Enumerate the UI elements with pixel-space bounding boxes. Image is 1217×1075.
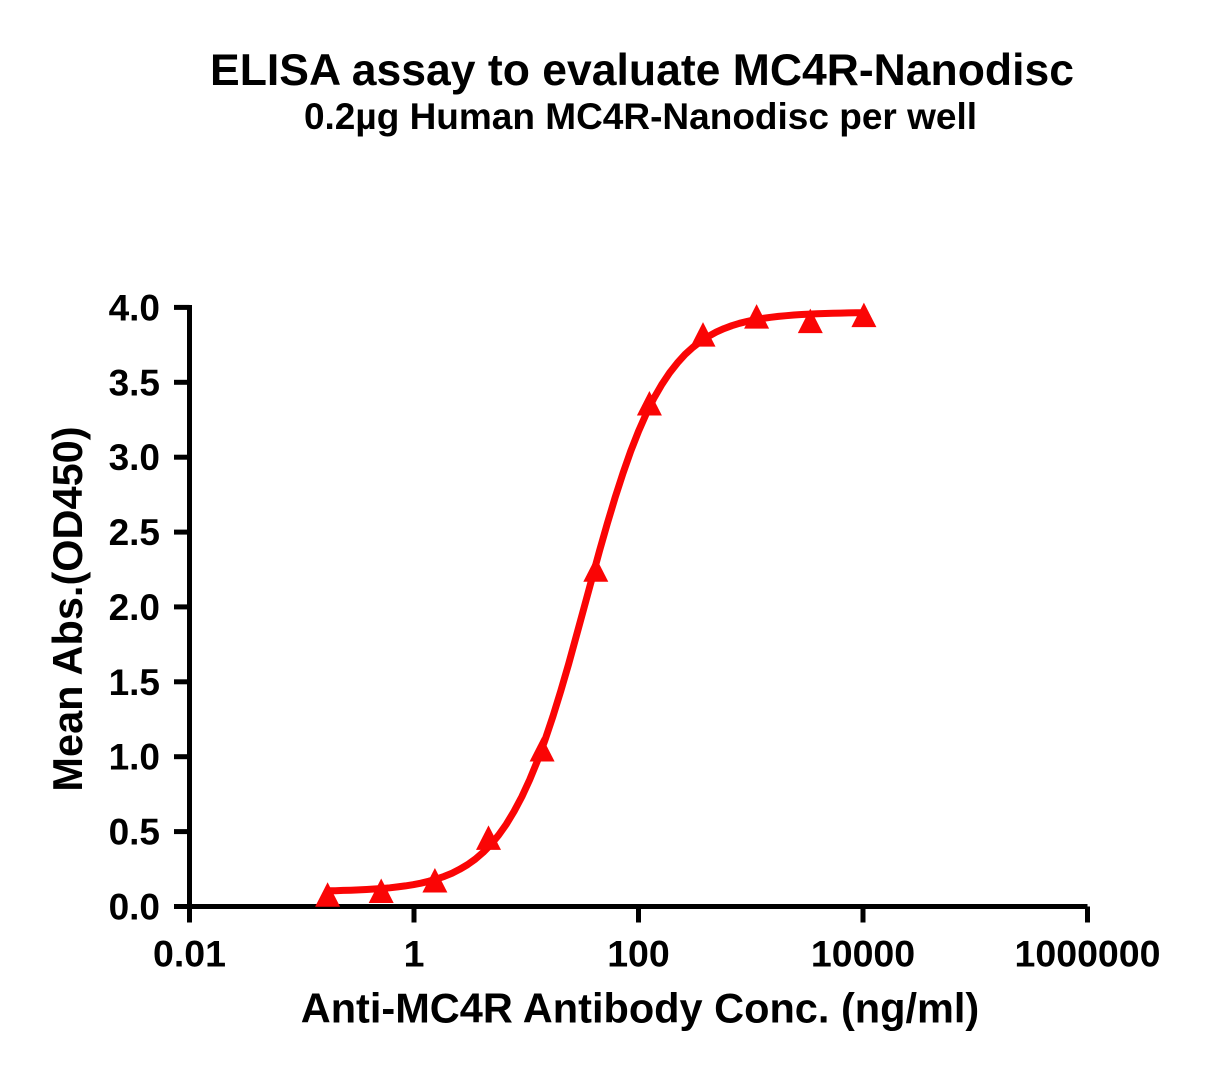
svg-text:2.0: 2.0 bbox=[109, 587, 160, 628]
svg-text:10000: 10000 bbox=[811, 933, 915, 975]
svg-text:1: 1 bbox=[404, 933, 425, 975]
svg-text:0.2µg Human MC4R-Nanodisc per: 0.2µg Human MC4R-Nanodisc per well bbox=[304, 96, 977, 137]
svg-text:2.5: 2.5 bbox=[109, 512, 160, 553]
svg-text:3.5: 3.5 bbox=[109, 362, 160, 403]
svg-text:ELISA assay to evaluate MC4R-N: ELISA assay to evaluate MC4R-Nanodisc bbox=[210, 46, 1074, 95]
svg-text:3.0: 3.0 bbox=[109, 437, 160, 478]
svg-text:0.01: 0.01 bbox=[153, 933, 226, 975]
svg-text:0.5: 0.5 bbox=[109, 812, 160, 853]
svg-text:1.5: 1.5 bbox=[109, 662, 160, 703]
svg-text:4.0: 4.0 bbox=[109, 287, 160, 328]
svg-text:100: 100 bbox=[607, 933, 670, 975]
svg-text:1.0: 1.0 bbox=[109, 737, 160, 778]
svg-text:1000000: 1000000 bbox=[1015, 933, 1161, 975]
svg-text:Anti-MC4R Antibody Conc. (ng/m: Anti-MC4R Antibody Conc. (ng/ml) bbox=[301, 985, 980, 1032]
svg-text:0.0: 0.0 bbox=[109, 887, 160, 928]
svg-text:Mean Abs.(OD450): Mean Abs.(OD450) bbox=[44, 426, 91, 791]
